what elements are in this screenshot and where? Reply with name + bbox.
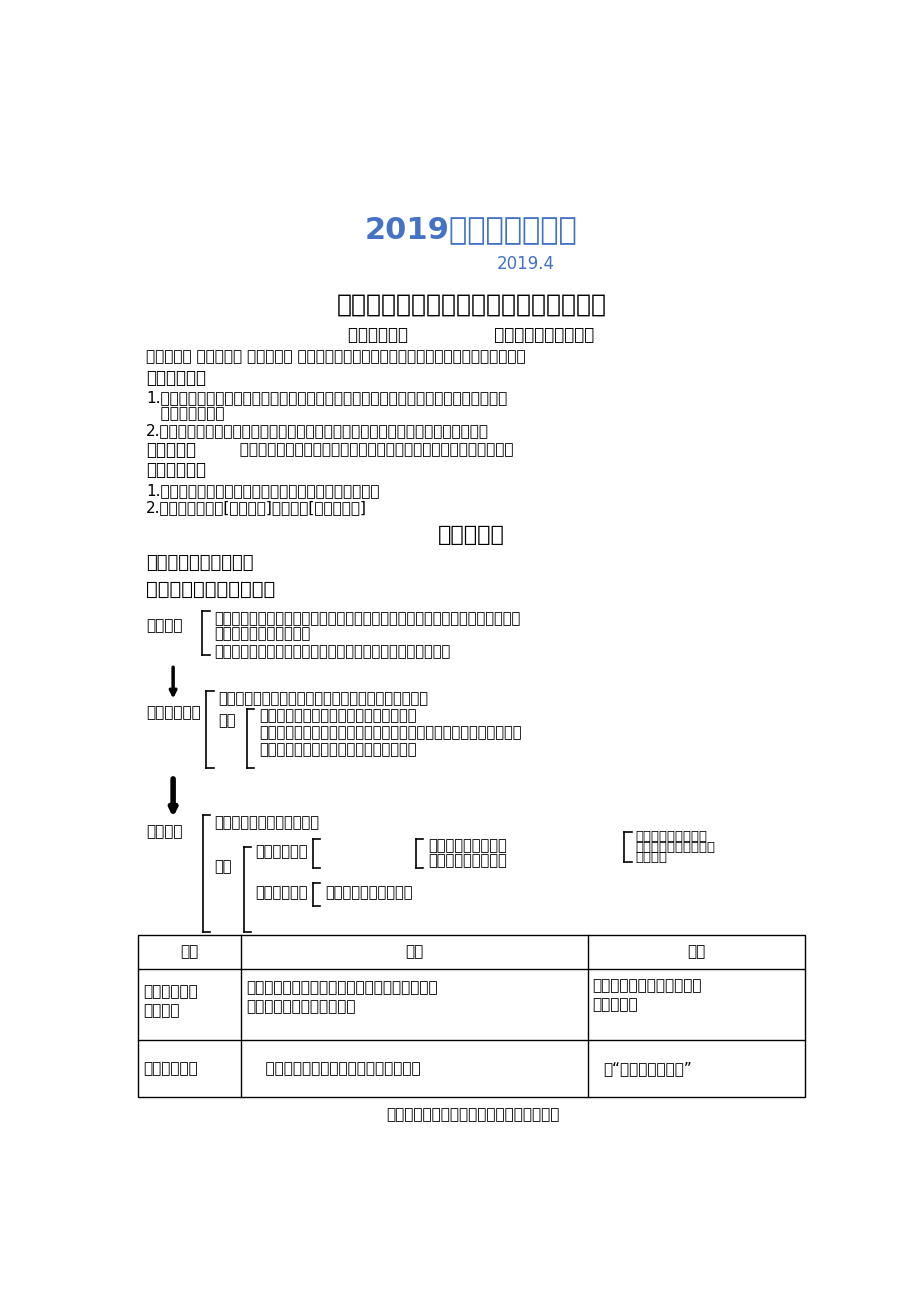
Text: 以＿＿＿＿的工业联: 以＿＿＿＿的工业联	[635, 831, 707, 844]
Text: 理解工业地域形成的主要原因，分析工业集聚和分散的原因及优势。: 理解工业地域形成的主要原因，分析工业集聚和分散的原因及优势。	[230, 443, 513, 457]
Text: 共同＿＿＿＿＿＿；节约＿＿＿＿＿＿。: 共同＿＿＿＿＿＿；节约＿＿＿＿＿＿。	[259, 742, 416, 758]
Text: 作企业＿＿，生产规模大。: 作企业＿＿，生产规模大。	[245, 1000, 355, 1014]
Text: 无“糖果城、糕点城”: 无“糖果城、糕点城”	[603, 1061, 691, 1077]
Text: 自发形成的工业地域: 自发形成的工业地域	[427, 838, 506, 853]
Text: 发育程度低的: 发育程度低的	[142, 1061, 198, 1077]
Text: 《教材基础知识梳理》: 《教材基础知识梳理》	[146, 553, 254, 572]
Text: 工业地域: 工业地域	[142, 1004, 179, 1018]
Text: 工业＿＿＿＿: 工业＿＿＿＿	[146, 704, 200, 720]
Text: 内部工业联系比较复杂，工业地域＿＿＿＿，协: 内部工业联系比较复杂，工业地域＿＿＿＿，协	[245, 980, 437, 995]
Text: 《重难点》: 《重难点》	[146, 440, 196, 458]
Text: 工业地域: 工业地域	[146, 824, 182, 838]
Text: 鞍山＿＿城、大庆＿＿城、: 鞍山＿＿城、大庆＿＿城、	[592, 978, 701, 993]
Text: 十堼＿＿等: 十堼＿＿等	[592, 997, 638, 1012]
Text: 2019版地理精品资料: 2019版地理精品资料	[365, 215, 577, 243]
Text: 优势: 优势	[218, 713, 235, 728]
Text: 形成：具有工业联系的一些工厂往往近距离聚集起来。: 形成：具有工业联系的一些工厂往往近距离聚集起来。	[218, 691, 427, 706]
Text: 一、工业集聚与工业地域: 一、工业集聚与工业地域	[146, 579, 275, 599]
Text: 第四章第２节《工业地域的形成》导学案: 第四章第２节《工业地域的形成》导学案	[336, 293, 606, 316]
Text: 《使用说明》: 《使用说明》	[146, 461, 206, 479]
Text: 1.运用案例理解工业联系、工业集聚、工业地域三个概念的区别与联系，理解工业地域形: 1.运用案例理解工业联系、工业集聚、工业地域三个概念的区别与联系，理解工业地域形	[146, 391, 506, 405]
Text: 工业联系: 工业联系	[146, 618, 182, 634]
Text: ＿＿＿＿＿的运输费用和＿＿＿＿，降低生产成本，获得＿＿效益。: ＿＿＿＿＿的运输费用和＿＿＿＿，降低生产成本，获得＿＿效益。	[259, 725, 521, 741]
Text: 2.课后作业：完成[金版学案]和本节的[知识结构图]: 2.课后作业：完成[金版学案]和本节的[知识结构图]	[146, 500, 367, 514]
Text: 系为基础，以＿＿＿＿: 系为基础，以＿＿＿＿	[635, 841, 715, 854]
Text: 发育程度低的工业地域: 发育程度低的工业地域	[324, 885, 412, 901]
Text: 举例: 举例	[686, 944, 705, 960]
Text: 类型: 类型	[180, 944, 199, 960]
Text: 2019.4: 2019.4	[496, 255, 554, 273]
Text: 高一＿＿班 第＿＿小组 学号：＿＿ 姓名：＿＿＿＿小组评价：＿＿＿＿老师评价：＿＿＿＿: 高一＿＿班 第＿＿小组 学号：＿＿ 姓名：＿＿＿＿小组评价：＿＿＿＿老师评价：＿…	[146, 349, 525, 365]
Text: 发育程度高的: 发育程度高的	[142, 984, 198, 999]
Text: 规划建设的工业地域: 规划建设的工业地域	[427, 853, 506, 868]
Text: 《学习目标》: 《学习目标》	[146, 368, 206, 387]
Text: 为目的。: 为目的。	[635, 852, 667, 865]
Text: 1.课前预习：根据导学案梳理基础知识，完成探究题目。: 1.课前预习：根据导学案梳理基础知识，完成探究题目。	[146, 483, 380, 497]
Text: 2.了解工业集聚和分散的主要表现形式、原因和优势以及工业地域联系的主要形式。: 2.了解工业集聚和分散的主要表现形式、原因和优势以及工业地域联系的主要形式。	[146, 423, 489, 437]
Bar	[138, 935, 804, 1098]
Text: 发育程度高的工业地域：如：钉城、汽车城: 发育程度高的工业地域：如：钉城、汽车城	[386, 1108, 559, 1122]
Text: ＿＿＿＿分类: ＿＿＿＿分类	[255, 844, 308, 859]
Text: 概念：工业集聚而成的地域: 概念：工业集聚而成的地域	[214, 815, 319, 829]
Text: 成的主要原因。: 成的主要原因。	[146, 406, 224, 421]
Text: ＿＿＿＿＿＿上的联系：共同利用基础设施或廉价的劳动力。: ＿＿＿＿＿＿上的联系：共同利用基础设施或廉价的劳动力。	[214, 644, 450, 659]
Text: ＿＿＿＿分类: ＿＿＿＿分类	[255, 885, 308, 901]
Text: 类型: 类型	[214, 859, 232, 874]
Text: 工业联系＿＿，规模＿＿，工厂＿＿。: 工业联系＿＿，规模＿＿，工厂＿＿。	[245, 1061, 420, 1077]
Text: 品是另一家工厂的原料。: 品是另一家工厂的原料。	[214, 626, 310, 641]
Text: 课前预习案: 课前预习案	[437, 525, 505, 546]
Text: 编制：周解令               审核：高一地理备课组: 编制：周解令 审核：高一地理备课组	[348, 326, 594, 344]
Text: 特点: 特点	[405, 944, 424, 960]
Text: 加强企业间的＿＿＿＿＿和＿＿＿＿＿。: 加强企业间的＿＿＿＿＿和＿＿＿＿＿。	[259, 708, 416, 723]
Text: ＿＿＿＿＿＿上的联系：工厂之间存在着产品与原料的联系，一家工厂生产的产: ＿＿＿＿＿＿上的联系：工厂之间存在着产品与原料的联系，一家工厂生产的产	[214, 611, 520, 626]
